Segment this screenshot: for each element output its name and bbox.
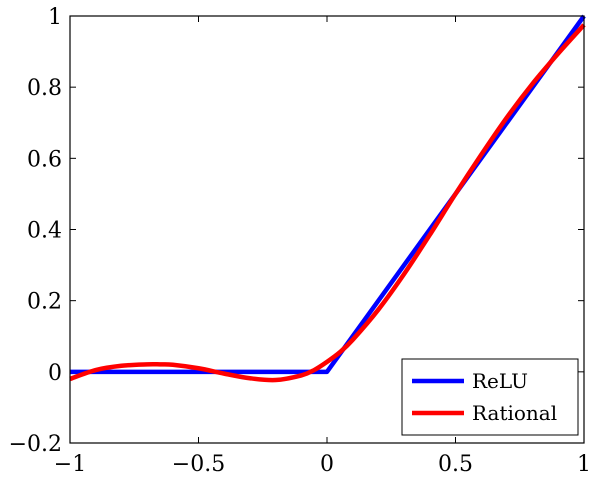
x-tick-label-1: −0.5 [172,452,225,477]
series-line-relu [70,14,586,375]
legend: ReLU Rational [401,358,579,436]
y-tick-label-5: 0.8 [27,76,62,101]
legend-label-relu: ReLU [472,369,528,393]
x-tick-label-3: 0.5 [438,452,473,477]
x-tick-label-2: 0 [320,452,334,477]
y-tick-label-4: 0.6 [27,147,62,172]
legend-box [401,358,579,436]
y-tick-label-2: 0.2 [27,290,62,315]
x-tick-label-0: −1 [54,452,86,477]
x-tick-label-4: 1 [577,452,591,477]
plot-series [69,14,586,383]
y-tick-label-1: 0 [48,361,62,386]
tick-labels: −1 −0.5 0 0.5 1 −0.2 0 0.2 0.4 0.6 0.8 1 [9,5,591,477]
y-tick-label-6: 1 [48,5,62,30]
plot-frame [69,15,585,444]
series-line-rational [69,23,586,383]
y-tick-label-0: −0.2 [9,432,62,457]
y-tick-label-3: 0.4 [27,219,62,244]
legend-label-rational: Rational [472,401,557,425]
